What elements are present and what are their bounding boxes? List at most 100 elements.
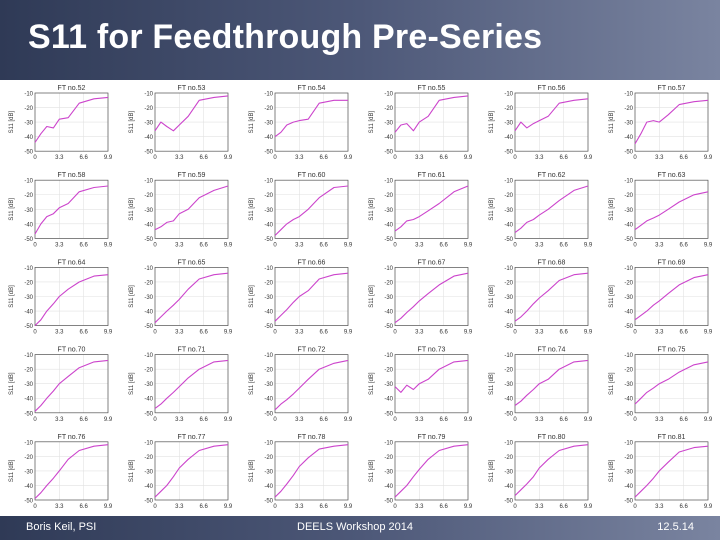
x-tick-label: 3.3 — [55, 242, 64, 248]
x-tick-label: 6.6 — [559, 330, 568, 336]
y-tick-label: -20 — [264, 280, 273, 286]
y-tick-label: -40 — [264, 135, 273, 141]
y-tick-label: -20 — [504, 368, 513, 374]
series-line — [634, 361, 709, 405]
x-tick-label: 6.6 — [199, 330, 208, 336]
y-tick-label: -30 — [624, 121, 633, 127]
x-tick-label: 3.3 — [295, 417, 304, 423]
x-tick-label: 9.9 — [104, 242, 113, 248]
y-tick-label: -20 — [264, 368, 273, 374]
plot-frame — [34, 179, 109, 239]
y-tick-label: -40 — [624, 310, 633, 316]
y-tick-label: -30 — [24, 295, 33, 301]
panel-title: FT no.81 — [658, 434, 686, 441]
plot-frame — [154, 179, 229, 239]
panel-title: FT no.75 — [658, 347, 686, 354]
x-tick-label: 3.3 — [295, 504, 304, 510]
y-tick-label: -10 — [24, 353, 33, 359]
series-line — [34, 96, 109, 143]
x-tick-label: 0 — [513, 417, 517, 423]
plot-panel: FT no.77 -10 -20 -30 -40 -500 3.3 6.6 9.9 S11 [dB… — [129, 434, 233, 510]
plot-frame — [514, 441, 589, 501]
x-tick-label: 9.9 — [704, 155, 713, 161]
y-tick-label: -30 — [624, 469, 633, 475]
x-tick-label: 9.9 — [104, 330, 113, 336]
x-tick-label: 6.6 — [439, 330, 448, 336]
x-tick-label: 0 — [33, 155, 37, 161]
panel-title: FT no.78 — [298, 434, 326, 441]
y-tick-label: -50 — [384, 411, 393, 417]
slide-header: S11 for Feedthrough Pre-Series — [0, 0, 720, 80]
y-tick-label: -50 — [264, 499, 273, 505]
x-tick-label: 9.9 — [584, 242, 593, 248]
x-tick-label: 9.9 — [344, 330, 353, 336]
x-tick-label: 9.9 — [224, 242, 233, 248]
plot-frame — [34, 354, 109, 414]
x-tick-label: 6.6 — [319, 504, 328, 510]
x-tick-label: 9.9 — [344, 504, 353, 510]
panel-title: FT no.68 — [538, 259, 566, 266]
x-tick-label: 9.9 — [704, 242, 713, 248]
x-tick-label: 0 — [153, 330, 157, 336]
y-tick-label: -20 — [384, 455, 393, 461]
series-line — [394, 95, 469, 133]
y-tick-label: -30 — [384, 382, 393, 388]
x-tick-label: 0 — [393, 242, 397, 248]
y-tick-label: -50 — [24, 324, 33, 330]
y-tick-label: -50 — [144, 237, 153, 243]
x-tick-label: 0 — [273, 504, 277, 510]
y-tick-label: -10 — [264, 92, 273, 98]
x-tick-label: 0 — [153, 417, 157, 423]
y-tick-label: -50 — [504, 411, 513, 417]
x-tick-label: 0 — [33, 504, 37, 510]
plot-panel: FT no.52 -10 -20 -30 -40 -500 3.3 6.6 9.9 S11 [dB… — [9, 85, 113, 161]
plot-panel: FT no.66 -10 -20 -30 -40 -500 3.3 6.6 9.9 S11 [dB… — [249, 259, 353, 335]
y-axis-label: S11 [dB] — [489, 372, 495, 395]
y-tick-label: -20 — [24, 193, 33, 199]
plot-frame — [634, 441, 709, 501]
x-tick-label: 3.3 — [55, 504, 64, 510]
y-tick-label: -10 — [24, 179, 33, 185]
plot-panel: FT no.76 -10 -20 -30 -40 -500 3.3 6.6 9.9 S11 [dB… — [9, 434, 113, 510]
x-tick-label: 9.9 — [464, 417, 473, 423]
x-tick-label: 3.3 — [295, 242, 304, 248]
plot-panel: FT no.65 -10 -20 -30 -40 -500 3.3 6.6 9.9 S11 [dB… — [129, 259, 233, 335]
plot-panel: FT no.81 -10 -20 -30 -40 -500 3.3 6.6 9.9 S11 [dB… — [609, 434, 713, 510]
plot-panel: FT no.53 -10 -20 -30 -40 -500 3.3 6.6 9.9 S11 [dB… — [129, 85, 233, 161]
y-axis-label: S11 [dB] — [249, 372, 255, 395]
plot-panel: FT no.74 -10 -20 -30 -40 -500 3.3 6.6 9.9 S11 [dB… — [489, 347, 593, 423]
x-tick-label: 6.6 — [79, 155, 88, 161]
x-tick-label: 0 — [633, 242, 637, 248]
x-tick-label: 3.3 — [535, 417, 544, 423]
x-tick-label: 9.9 — [704, 417, 713, 423]
y-tick-label: -50 — [384, 324, 393, 330]
y-tick-label: -30 — [624, 208, 633, 214]
y-tick-label: -10 — [384, 92, 393, 98]
plot-panel: FT no.60 -10 -20 -30 -40 -500 3.3 6.6 9.9 S11 [dB… — [249, 172, 353, 248]
y-tick-label: -40 — [624, 484, 633, 490]
y-tick-label: -10 — [264, 179, 273, 185]
y-tick-label: -30 — [144, 295, 153, 301]
y-tick-label: -30 — [384, 208, 393, 214]
y-tick-label: -30 — [24, 208, 33, 214]
x-tick-label: 6.6 — [439, 242, 448, 248]
y-tick-label: -10 — [624, 353, 633, 359]
x-tick-label: 3.3 — [175, 330, 184, 336]
y-tick-label: -40 — [144, 484, 153, 490]
plot-frame — [394, 92, 469, 152]
y-tick-label: -10 — [24, 266, 33, 272]
plot-frame — [514, 267, 589, 326]
x-tick-label: 9.9 — [224, 417, 233, 423]
x-tick-label: 3.3 — [175, 155, 184, 161]
x-tick-label: 3.3 — [295, 155, 304, 161]
y-axis-label: S11 [dB] — [9, 110, 15, 133]
x-tick-label: 9.9 — [704, 330, 713, 336]
y-tick-label: -40 — [504, 135, 513, 141]
y-tick-label: -30 — [264, 295, 273, 301]
x-tick-label: 6.6 — [439, 155, 448, 161]
y-tick-label: -10 — [384, 179, 393, 185]
panel-title: FT no.80 — [538, 434, 566, 441]
plot-frame — [274, 354, 349, 414]
y-tick-label: -30 — [144, 208, 153, 214]
